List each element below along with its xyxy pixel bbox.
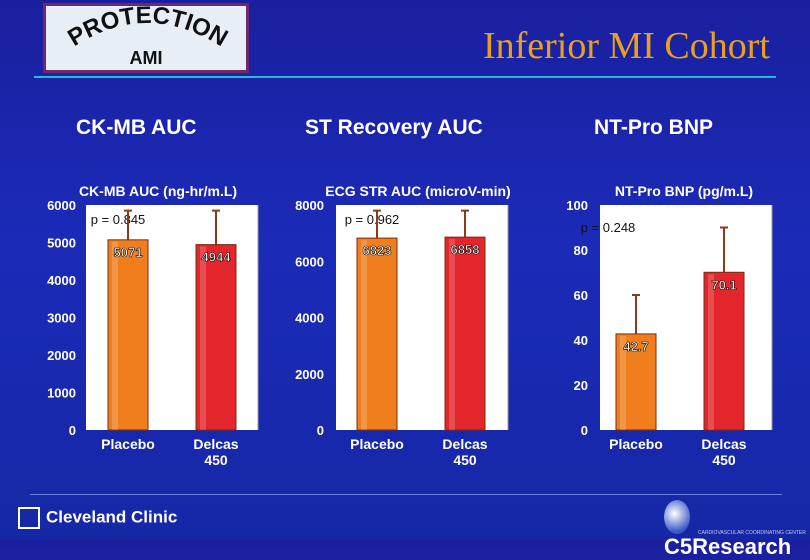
svg-text:PROTECTION: PROTECTION [63, 6, 232, 52]
x-tick-label: 450 [453, 452, 477, 468]
c5research-logo: C5Research CARDIOVASCULAR COORDINATING C… [664, 500, 810, 560]
y-tick-label: 100 [566, 198, 588, 213]
data-label: 6858 [451, 242, 480, 257]
data-label: 5071 [114, 245, 143, 260]
data-label: 6823 [363, 243, 392, 258]
y-tick-label: 5000 [47, 236, 76, 251]
svg-text:AMI: AMI [130, 48, 163, 68]
chart-title: ECG STR AUC (microV-min) [325, 183, 510, 199]
slide-title: Inferior MI Cohort [482, 25, 770, 67]
bar-highlight [200, 246, 206, 430]
bar [615, 333, 657, 431]
bar-highlight [708, 274, 714, 430]
y-tick-label: 8000 [295, 198, 324, 213]
bar-highlight [620, 335, 626, 430]
bar [107, 239, 149, 431]
title-divider [34, 76, 776, 78]
panel-title-ckmb: CK-MB AUC [76, 116, 197, 139]
y-tick-label: 6000 [295, 254, 324, 269]
y-tick-label: 2000 [47, 348, 76, 363]
y-tick-label: 1000 [47, 386, 76, 401]
bar-highlight [361, 240, 367, 430]
y-tick-label: 80 [574, 243, 588, 258]
bar-highlight [449, 239, 455, 430]
y-tick-label: 4000 [295, 311, 324, 326]
footer-divider [30, 494, 782, 495]
data-label: 70.1 [711, 277, 736, 292]
x-tick-label: Placebo [350, 436, 404, 452]
x-tick-label: Placebo [101, 436, 155, 452]
chart-title: NT-Pro BNP (pg/m.L) [615, 183, 753, 199]
y-tick-label: 6000 [47, 198, 76, 213]
bar [195, 244, 237, 431]
bar [703, 271, 745, 431]
y-tick-label: 60 [574, 288, 588, 303]
cleveland-clinic-logo: Cleveland Clinic [18, 507, 177, 529]
panel-title-bnp: NT-Pro BNP [594, 116, 714, 139]
globe-icon [664, 500, 690, 534]
y-tick-label: 0 [317, 423, 324, 438]
x-tick-label: Placebo [609, 436, 663, 452]
p-value-label: p = 0.962 [345, 212, 400, 227]
y-tick-label: 0 [69, 423, 76, 438]
y-tick-label: 0 [581, 423, 588, 438]
p-value-label: p = 0.248 [581, 220, 636, 235]
x-tick-label: 450 [712, 452, 736, 468]
protection-ami-logo: PROTECTION AMI [43, 2, 249, 73]
bar-highlight [112, 241, 118, 430]
p-value-label: p = 0.845 [91, 212, 146, 227]
data-label: 4944 [202, 250, 232, 265]
x-tick-label: Delcas [442, 436, 487, 452]
y-tick-label: 20 [574, 378, 588, 393]
chart-title: CK-MB AUC (ng-hr/m.L) [79, 183, 237, 199]
y-tick-label: 40 [574, 333, 588, 348]
y-tick-label: 4000 [47, 273, 76, 288]
bar [444, 236, 486, 431]
y-tick-label: 3000 [47, 311, 76, 326]
data-label: 42.7 [623, 339, 648, 354]
cleveland-clinic-icon [18, 507, 40, 529]
y-tick-label: 2000 [295, 367, 324, 382]
panel-title-st: ST Recovery AUC [305, 116, 483, 139]
x-tick-label: Delcas [701, 436, 746, 452]
x-tick-label: Delcas [193, 436, 238, 452]
x-tick-label: 450 [204, 452, 228, 468]
ntprobnp-chart: 0 20 40 60 80 100 NT-Pro BNP (pg/m.L) p = 0.248… [566, 183, 773, 468]
bar [356, 237, 398, 431]
